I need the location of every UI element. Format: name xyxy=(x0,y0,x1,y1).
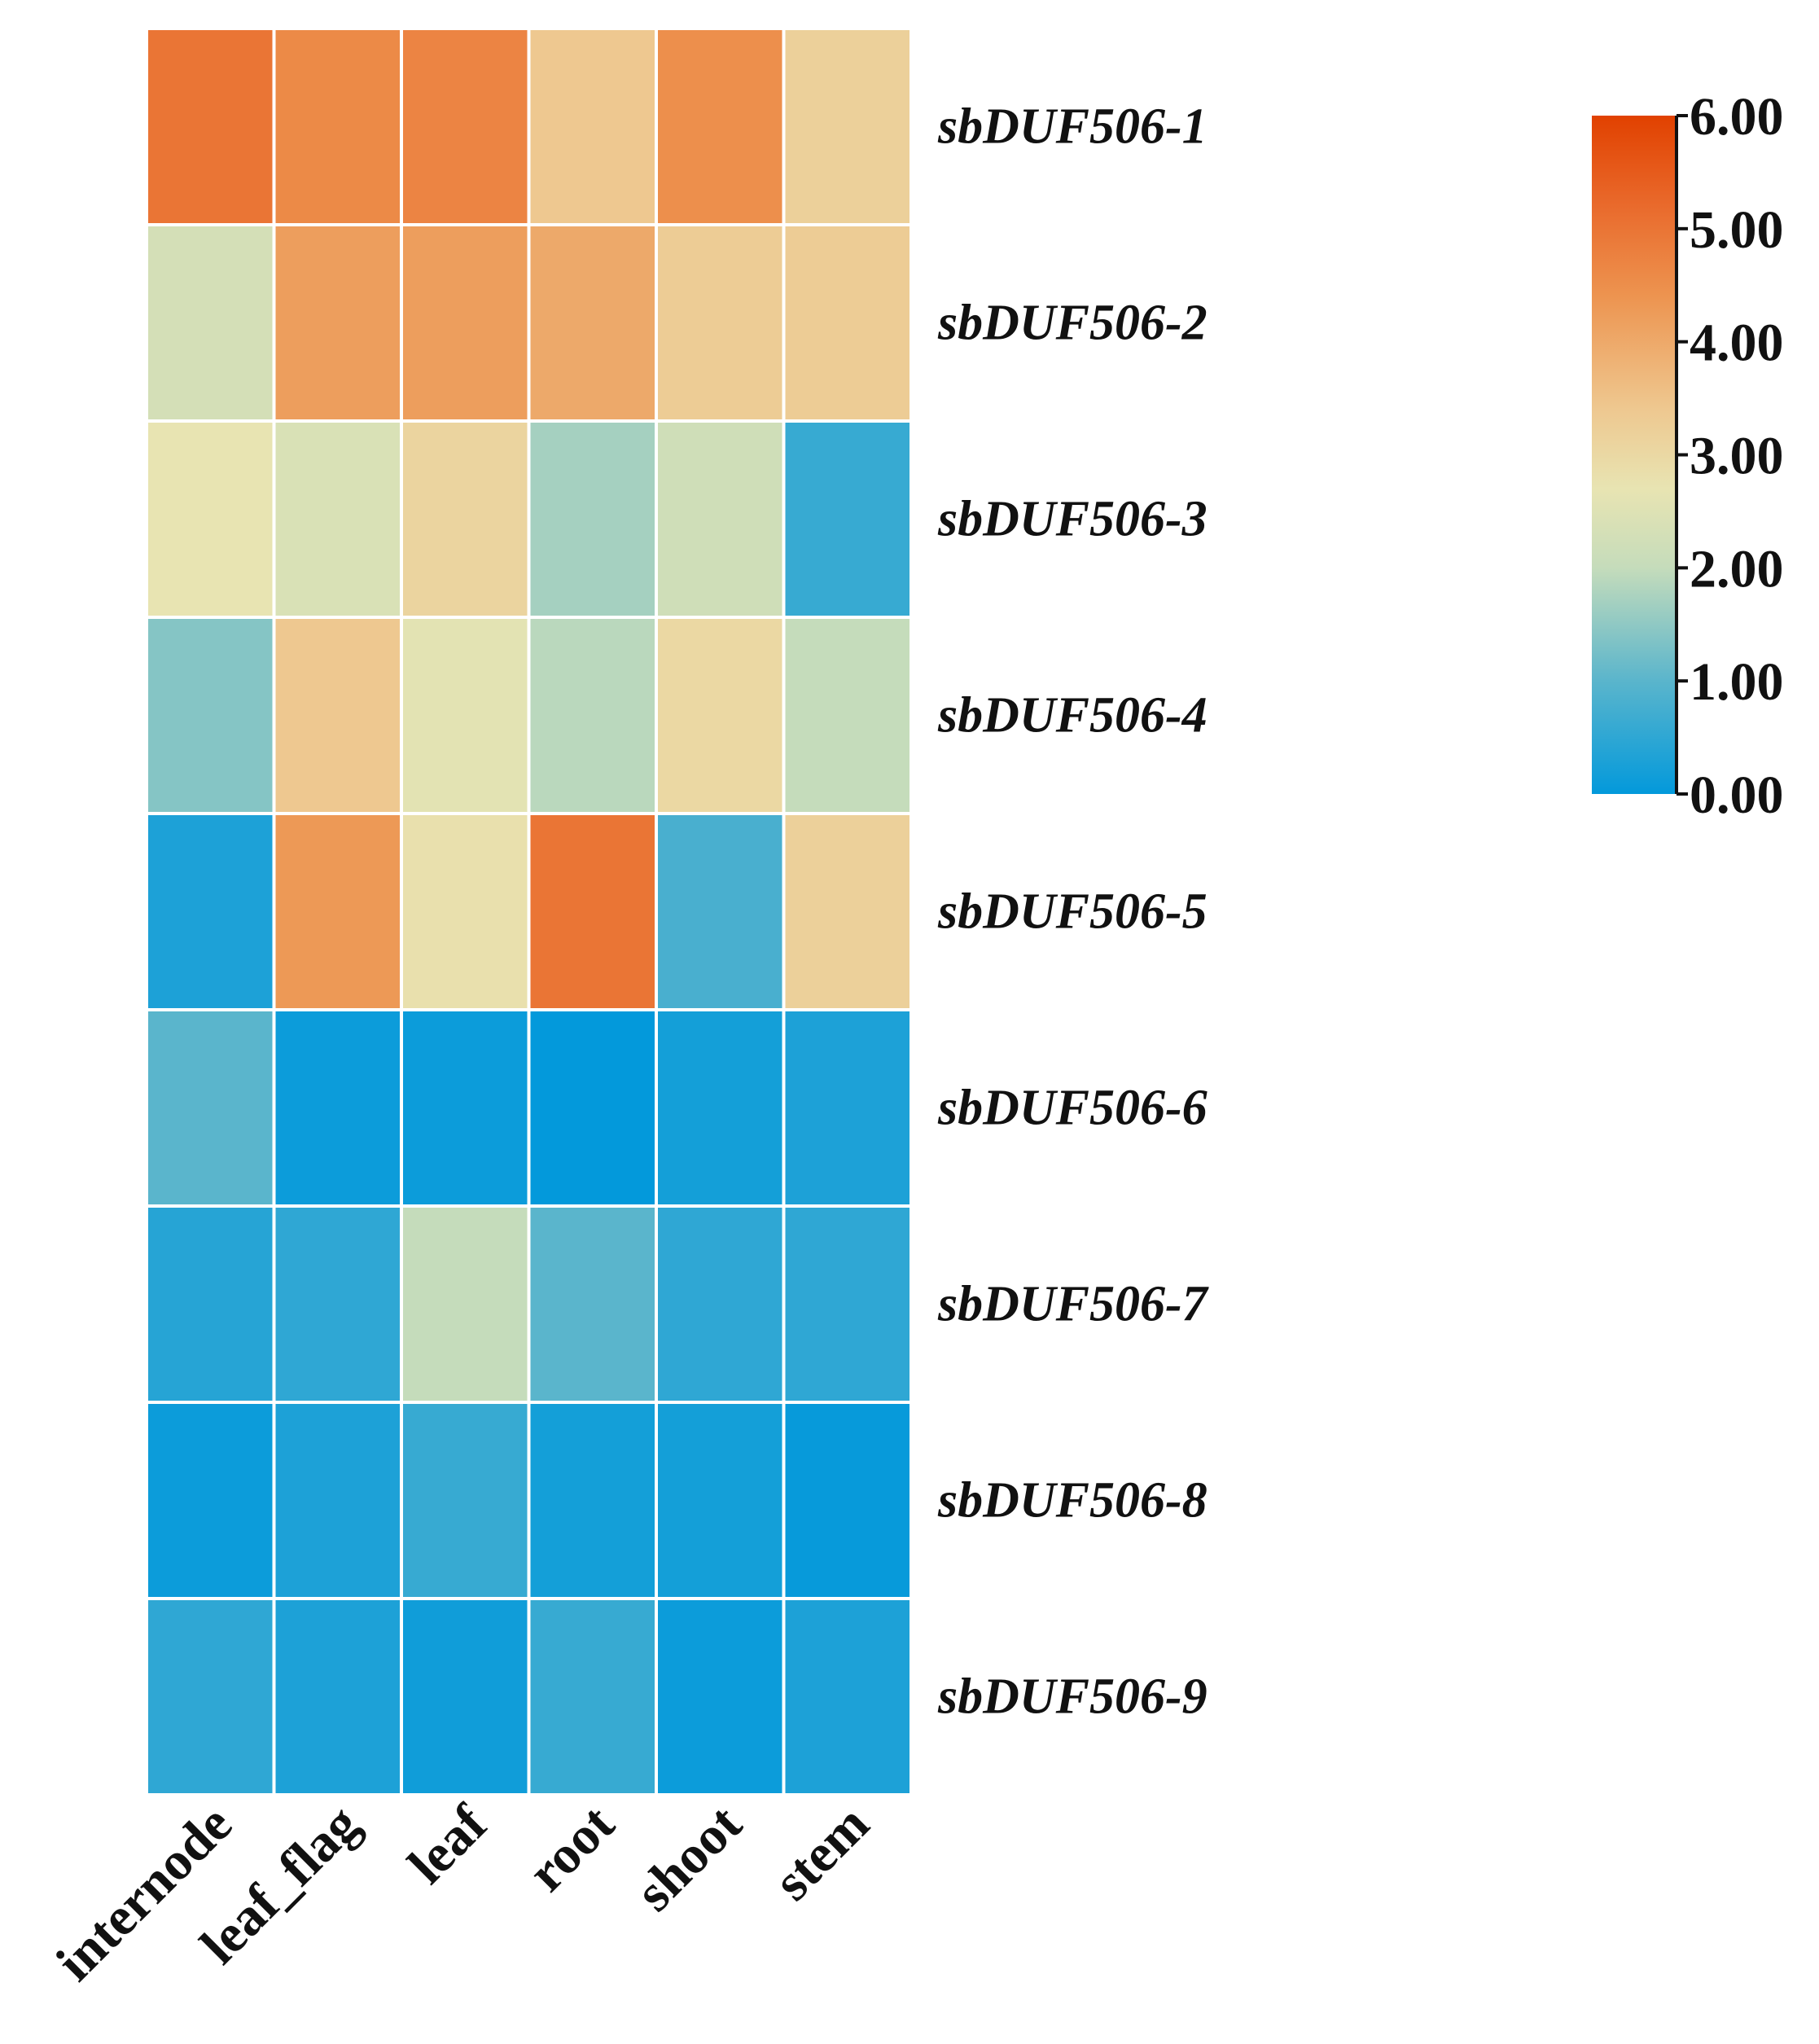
heatmap-cell-sbDUF506-2-leaf xyxy=(403,226,528,419)
column-label: root xyxy=(517,1794,626,1903)
row-label: sbDUF506-7 xyxy=(937,1277,1210,1332)
heatmap-cell-sbDUF506-8-shoot xyxy=(658,1404,782,1597)
heatmap-cell-sbDUF506-3-shoot xyxy=(658,423,782,616)
row-label: sbDUF506-2 xyxy=(937,296,1208,351)
heatmap-cell-sbDUF506-8-internode xyxy=(148,1404,273,1597)
heatmap-cell-sbDUF506-9-internode xyxy=(148,1600,273,1793)
heatmap-cell-sbDUF506-5-root xyxy=(530,815,655,1008)
heatmap-cell-sbDUF506-8-stem xyxy=(785,1404,910,1597)
heatmap-cell-sbDUF506-9-stem xyxy=(785,1600,910,1793)
colorbar-tick-label: 1.00 xyxy=(1690,652,1784,712)
row-label: sbDUF506-1 xyxy=(937,99,1208,155)
heatmap-cell-sbDUF506-6-stem xyxy=(785,1011,910,1204)
heatmap-cell-sbDUF506-4-shoot xyxy=(658,619,782,812)
heatmap-cell-sbDUF506-7-stem xyxy=(785,1208,910,1401)
colorbar-tick-label: 2.00 xyxy=(1690,539,1784,599)
heatmap-cell-sbDUF506-1-internode xyxy=(148,30,273,223)
heatmap-cell-sbDUF506-3-leaf_flag xyxy=(275,423,400,616)
heatmap-cell-sbDUF506-1-leaf xyxy=(403,30,528,223)
row-label: sbDUF506-9 xyxy=(937,1669,1208,1725)
heatmap-cell-sbDUF506-8-leaf_flag xyxy=(275,1404,400,1597)
heatmap-cell-sbDUF506-8-leaf xyxy=(403,1404,528,1597)
colorbar-tick-label: 0.00 xyxy=(1690,765,1784,825)
heatmap-cell-sbDUF506-4-leaf_flag xyxy=(275,619,400,812)
colorbar: 0.00 1.00 2.00 3.00 4.00 5.00 6.00 xyxy=(1592,87,1784,825)
column-label: internode xyxy=(45,1794,243,1992)
heatmap-cell-sbDUF506-3-stem xyxy=(785,423,910,616)
heatmap-cell-sbDUF506-2-stem xyxy=(785,226,910,419)
heatmap-cell-sbDUF506-9-leaf xyxy=(403,1600,528,1793)
heatmap-cell-sbDUF506-3-leaf xyxy=(403,423,528,616)
heatmap-cell-sbDUF506-3-root xyxy=(530,423,655,616)
heatmap-cell-sbDUF506-1-stem xyxy=(785,30,910,223)
row-label: sbDUF506-4 xyxy=(937,688,1208,743)
heatmap-cell-sbDUF506-4-leaf xyxy=(403,619,528,812)
colorbar-tick-label: 4.00 xyxy=(1690,314,1784,373)
heatmap-cell-sbDUF506-5-stem xyxy=(785,815,910,1008)
column-label: shoot xyxy=(625,1794,753,1923)
colorbar-tick-label: 3.00 xyxy=(1690,427,1784,486)
heatmap-cell-sbDUF506-5-shoot xyxy=(658,815,782,1008)
heatmap-cell-sbDUF506-2-root xyxy=(530,226,655,419)
heatmap-cell-sbDUF506-2-leaf_flag xyxy=(275,226,400,419)
heatmap-cell-sbDUF506-9-root xyxy=(530,1600,655,1793)
heatmap-cell-sbDUF506-9-shoot xyxy=(658,1600,782,1793)
heatmap-cell-sbDUF506-1-shoot xyxy=(658,30,782,223)
row-label: sbDUF506-8 xyxy=(937,1473,1208,1529)
heatmap-cell-sbDUF506-6-root xyxy=(530,1011,655,1204)
heatmap-cell-sbDUF506-5-leaf xyxy=(403,815,528,1008)
heatmap-cell-sbDUF506-2-internode xyxy=(148,226,273,419)
heatmap-cell-sbDUF506-6-shoot xyxy=(658,1011,782,1204)
heatmap-cell-sbDUF506-1-root xyxy=(530,30,655,223)
heatmap-cell-sbDUF506-2-shoot xyxy=(658,226,782,419)
heatmap-cell-sbDUF506-1-leaf_flag xyxy=(275,30,400,223)
row-labels: sbDUF506-1 sbDUF506-2 sbDUF506-3 sbDUF506-4… xyxy=(937,99,1210,1725)
row-label: sbDUF506-5 xyxy=(937,884,1208,940)
heatmap-cell-sbDUF506-5-leaf_flag xyxy=(275,815,400,1008)
heatmap-cell-sbDUF506-7-internode xyxy=(148,1208,273,1401)
heatmap-cell-sbDUF506-6-leaf_flag xyxy=(275,1011,400,1204)
colorbar-ticks: 0.00 1.00 2.00 3.00 4.00 5.00 6.00 xyxy=(1675,87,1784,825)
heatmap-cell-sbDUF506-5-internode xyxy=(148,815,273,1008)
heatmap-cell-sbDUF506-3-internode xyxy=(148,423,273,616)
heatmap-cell-sbDUF506-9-leaf_flag xyxy=(275,1600,400,1793)
heatmap-cell-sbDUF506-4-internode xyxy=(148,619,273,812)
heatmap-cell-sbDUF506-7-leaf xyxy=(403,1208,528,1401)
heatmap-cell-sbDUF506-4-root xyxy=(530,619,655,812)
row-label: sbDUF506-3 xyxy=(937,492,1208,547)
colorbar-gradient xyxy=(1592,116,1677,794)
heatmap-cell-sbDUF506-7-leaf_flag xyxy=(275,1208,400,1401)
row-label: sbDUF506-6 xyxy=(937,1081,1208,1136)
heatmap-cell-sbDUF506-6-internode xyxy=(148,1011,273,1204)
heatmap-cell-sbDUF506-7-shoot xyxy=(658,1208,782,1401)
colorbar-tick-label: 6.00 xyxy=(1690,87,1784,147)
heatmap-cell-sbDUF506-4-stem xyxy=(785,619,910,812)
heatmap-cell-sbDUF506-7-root xyxy=(530,1208,655,1401)
column-label: stem xyxy=(762,1794,880,1912)
heatmap-cell-sbDUF506-6-leaf xyxy=(403,1011,528,1204)
colorbar-tick-label: 5.00 xyxy=(1690,200,1784,260)
heatmap-cells xyxy=(148,30,910,1793)
heatmap-cell-sbDUF506-8-root xyxy=(530,1404,655,1597)
column-label: leaf xyxy=(397,1793,499,1895)
